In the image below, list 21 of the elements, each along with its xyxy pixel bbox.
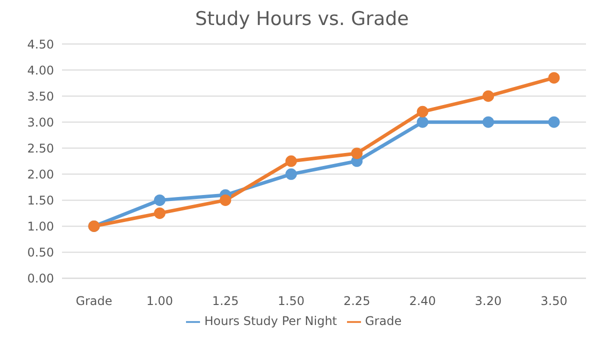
legend-label: Grade bbox=[365, 314, 402, 328]
y-tick-label: 0.50 bbox=[27, 246, 54, 260]
y-tick-label: 3.00 bbox=[27, 115, 54, 130]
y-tick-label: 1.50 bbox=[27, 193, 54, 208]
y-tick-label: 0.00 bbox=[27, 272, 54, 286]
y-tick-label: 1.00 bbox=[27, 219, 54, 234]
x-tick-label: 1.25 bbox=[212, 294, 239, 308]
x-tick-label: 1.00 bbox=[146, 294, 174, 308]
x-tick-label: 1.50 bbox=[278, 294, 304, 308]
y-tick-label: 3.50 bbox=[27, 89, 54, 104]
x-tick-label: 3.50 bbox=[540, 294, 568, 308]
y-tick-label: 4.50 bbox=[27, 37, 54, 52]
x-tick-label: 2.25 bbox=[344, 294, 370, 308]
x-tick-label: Grade bbox=[76, 294, 112, 308]
legend-label: Hours Study Per Night bbox=[204, 314, 337, 328]
y-tick-label: 2.00 bbox=[27, 167, 54, 182]
x-tick-label: 2.40 bbox=[409, 294, 436, 308]
chart-title: Study Hours vs. Grade bbox=[194, 8, 410, 32]
y-tick-label: 4.00 bbox=[27, 63, 54, 78]
y-tick-label: 2.50 bbox=[27, 141, 54, 156]
x-tick-label: 3.20 bbox=[474, 294, 502, 308]
